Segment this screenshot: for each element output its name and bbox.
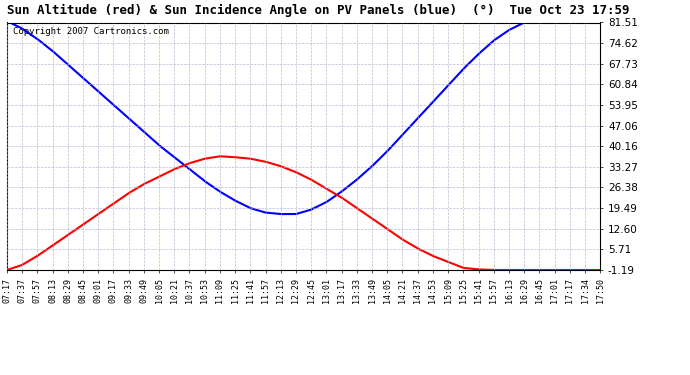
Text: Sun Altitude (red) & Sun Incidence Angle on PV Panels (blue)  (°)  Tue Oct 23 17: Sun Altitude (red) & Sun Incidence Angle… [7,4,629,17]
Text: Copyright 2007 Cartronics.com: Copyright 2007 Cartronics.com [13,27,169,36]
